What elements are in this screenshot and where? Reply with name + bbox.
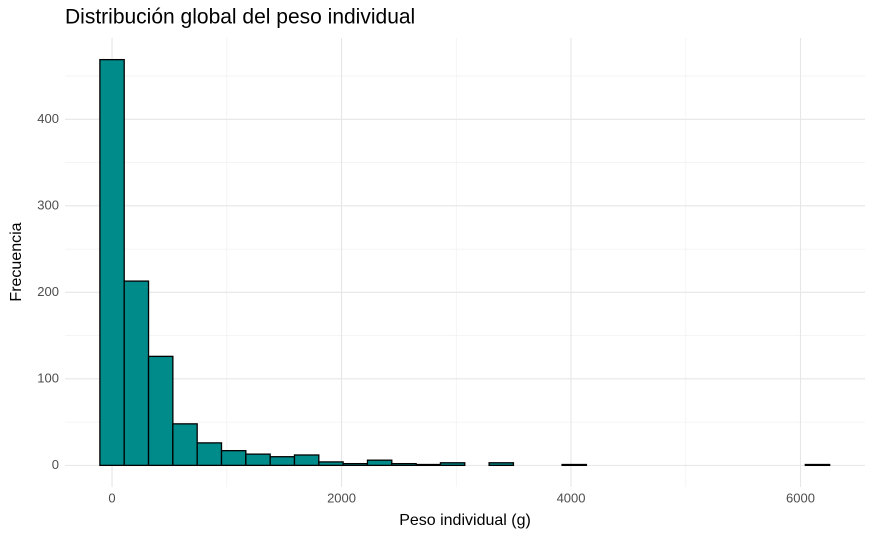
bar bbox=[804, 463, 831, 467]
bar bbox=[147, 355, 174, 467]
y-tick-label: 400 bbox=[37, 111, 59, 126]
chart-title: Distribución global del peso individual bbox=[65, 6, 415, 29]
x-axis-label: Peso individual (g) bbox=[399, 512, 531, 529]
bar bbox=[318, 461, 344, 467]
bar bbox=[391, 462, 417, 467]
bar bbox=[123, 280, 150, 467]
y-tick-label: 300 bbox=[37, 197, 59, 212]
bar bbox=[196, 442, 223, 467]
bar bbox=[220, 450, 247, 467]
bar bbox=[342, 462, 369, 467]
y-axis-label: Frecuencia bbox=[8, 222, 25, 301]
x-tick-label: 6000 bbox=[786, 490, 815, 505]
x-tick-label: 2000 bbox=[327, 490, 356, 505]
bar bbox=[366, 459, 393, 467]
y-tick-label: 200 bbox=[37, 284, 59, 299]
bar bbox=[439, 462, 466, 467]
bar bbox=[172, 423, 198, 467]
bar bbox=[245, 453, 271, 467]
y-tick-label: 100 bbox=[37, 370, 59, 385]
grid bbox=[65, 38, 865, 487]
bar bbox=[269, 456, 296, 467]
bar bbox=[293, 454, 320, 467]
bar bbox=[488, 462, 515, 467]
bar bbox=[415, 463, 442, 467]
bar bbox=[561, 463, 588, 467]
x-tick-label: 4000 bbox=[557, 490, 586, 505]
y-tick-label: 0 bbox=[52, 457, 59, 472]
bar bbox=[99, 58, 125, 467]
x-tick-label: 0 bbox=[108, 490, 115, 505]
